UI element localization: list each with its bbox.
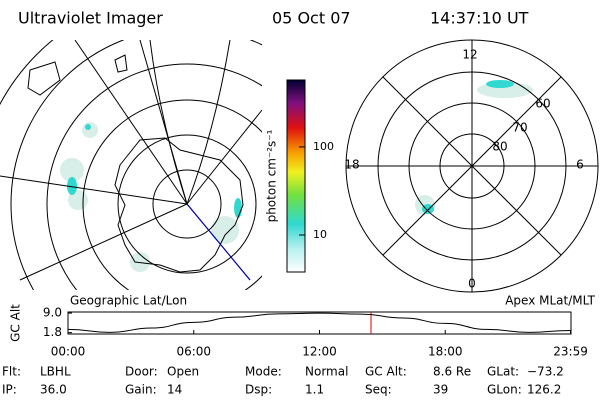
status-value: LBHL	[40, 365, 71, 379]
x-tick-label: 12:00	[302, 345, 337, 359]
colorbar	[286, 79, 306, 273]
time: 14:37:10 UT	[430, 9, 529, 28]
y-tick-label: 9.0	[43, 306, 62, 320]
status-value: 39	[433, 383, 448, 397]
status-value: Normal	[305, 365, 348, 379]
orbit-ylabel: GC Alt	[9, 304, 23, 342]
date: 05 Oct 07	[272, 9, 351, 28]
status-value: 36.0	[40, 383, 67, 397]
colorbar-label: photon cm⁻²s⁻¹	[265, 129, 279, 222]
status-value: 8.6 Re	[433, 365, 471, 379]
geographic-map	[0, 40, 262, 290]
x-tick-label: 06:00	[176, 345, 211, 359]
mlat-label: 70	[512, 121, 527, 135]
status-value: 14	[167, 383, 182, 397]
mlt-label: 12	[462, 48, 477, 62]
y-tick-label: 1.8	[43, 325, 62, 339]
orbit-altitude-line	[68, 312, 571, 333]
status-key: Seq:	[365, 383, 392, 397]
mlat-label: 80	[492, 140, 507, 154]
status-key: Flt:	[2, 365, 21, 379]
status-key: Dsp:	[245, 383, 272, 397]
colorbar-ticks: 10 100	[299, 140, 334, 241]
colorbar-tick-label: 100	[313, 140, 334, 153]
status-key: Door:	[125, 365, 158, 379]
status-key: Mode:	[245, 365, 282, 379]
x-tick-label: 00:00	[51, 345, 86, 359]
status-value: 126.2	[527, 383, 561, 397]
status-key: IP:	[2, 383, 17, 397]
status-key: GLat:	[487, 365, 519, 379]
status-key: Gain:	[125, 383, 157, 397]
status-value: −73.2	[527, 365, 564, 379]
colorbar-tick-label: 10	[313, 228, 327, 241]
polar-plot	[345, 39, 599, 293]
left-panel-label: Geographic Lat/Lon	[70, 294, 187, 308]
right-panel-label: Apex MLat/MLT	[505, 294, 595, 308]
mlt-label: 6	[576, 158, 584, 172]
status-value: Open	[167, 365, 199, 379]
mlat-label: 60	[535, 97, 550, 111]
status-key: GC Alt:	[365, 365, 407, 379]
status-key: GLon:	[487, 383, 522, 397]
x-tick-label: 18:00	[428, 345, 463, 359]
mlt-label: 18	[344, 158, 359, 172]
mlt-label: 0	[468, 277, 476, 291]
x-tick-label: 23:59	[553, 345, 588, 359]
instrument-title: Ultraviolet Imager	[18, 9, 163, 28]
status-value: 1.1	[305, 383, 324, 397]
